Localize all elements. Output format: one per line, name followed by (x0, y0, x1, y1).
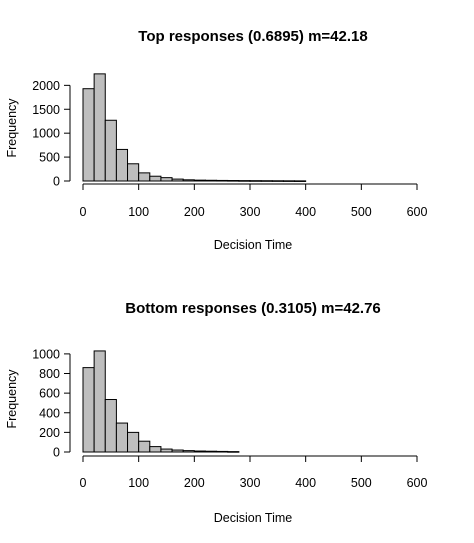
y-tick-label: 400 (39, 406, 60, 420)
histogram-bar (182, 179, 195, 182)
histogram-bar (227, 180, 240, 182)
y-axis-label: Frequency (5, 98, 19, 158)
x-tick-label: 300 (240, 205, 261, 219)
x-tick-label: 200 (184, 205, 205, 219)
x-tick-label: 100 (128, 476, 149, 490)
histogram-bar (193, 179, 206, 182)
histogram-bar (82, 367, 95, 453)
x-tick-label: 500 (351, 205, 372, 219)
y-tick-label: 600 (39, 387, 60, 401)
x-tick-label: 0 (80, 205, 87, 219)
y-tick-label: 500 (39, 151, 60, 165)
chart-title: Bottom responses (0.3105) m=42.76 (125, 300, 381, 317)
histogram-bar (149, 446, 162, 453)
histogram-bar (282, 180, 296, 182)
x-axis: 0 100 200 300 400 500 600 (80, 455, 428, 490)
histogram-bar (171, 449, 184, 453)
histogram-bar (249, 180, 262, 182)
x-tick-label: 300 (240, 476, 261, 490)
histogram-bar (294, 180, 307, 182)
histogram-bar (115, 422, 129, 453)
x-tick-label: 200 (184, 476, 205, 490)
bars (82, 350, 240, 453)
histogram-bar (160, 448, 173, 453)
x-tick-label: 500 (351, 476, 372, 490)
histogram-bar (182, 450, 195, 453)
y-tick-label: 200 (39, 426, 60, 440)
y-tick-label: 800 (39, 367, 60, 381)
histogram-bar (216, 179, 229, 182)
y-tick-label: 1500 (32, 103, 60, 117)
bottom-responses-histogram: Bottom responses (0.3105) m=42.76 Freque… (5, 300, 427, 525)
histogram-bar (93, 350, 106, 453)
histogram-bar (149, 175, 162, 182)
histogram-bar (216, 450, 229, 453)
histogram-bar (82, 88, 95, 182)
histogram-bar (115, 148, 129, 182)
x-axis-label: Decision Time (214, 511, 293, 525)
histogram-bar (160, 177, 173, 182)
histogram-bar (171, 178, 184, 182)
histogram-bar (104, 119, 117, 182)
histogram-bar (260, 180, 273, 182)
y-axis: 0 200 400 600 800 1000 (32, 347, 71, 460)
y-axis: 0 500 1000 1500 2000 (32, 79, 71, 189)
histogram-bar (127, 163, 140, 182)
histogram-bar (193, 450, 206, 453)
histogram-bar (104, 399, 117, 453)
histogram-bar (138, 172, 151, 182)
bars (82, 73, 307, 182)
histogram-bar (138, 440, 151, 453)
y-tick-label: 1000 (32, 347, 60, 361)
x-tick-label: 600 (407, 205, 428, 219)
y-axis-label: Frequency (5, 369, 19, 429)
histogram-bar (271, 180, 284, 182)
histogram-bar (227, 451, 240, 453)
y-tick-label: 1000 (32, 127, 60, 141)
histogram-bar (127, 431, 140, 453)
x-axis-label: Decision Time (214, 238, 293, 252)
x-tick-label: 400 (295, 205, 316, 219)
histogram-bar (204, 450, 218, 453)
histogram-bar (238, 180, 251, 182)
chart-title: Top responses (0.6895) m=42.18 (138, 28, 367, 45)
histogram-bar (204, 179, 218, 182)
y-tick-label: 2000 (32, 79, 60, 93)
histogram-bar (93, 73, 106, 182)
x-tick-label: 0 (80, 476, 87, 490)
x-tick-label: 400 (295, 476, 316, 490)
x-tick-label: 600 (407, 476, 428, 490)
top-responses-histogram: Top responses (0.6895) m=42.18 Frequency… (5, 28, 427, 252)
x-tick-label: 100 (128, 205, 149, 219)
x-axis: 0 100 200 300 400 500 600 (80, 183, 428, 219)
y-tick-label: 0 (53, 175, 60, 189)
y-tick-label: 0 (53, 446, 60, 460)
